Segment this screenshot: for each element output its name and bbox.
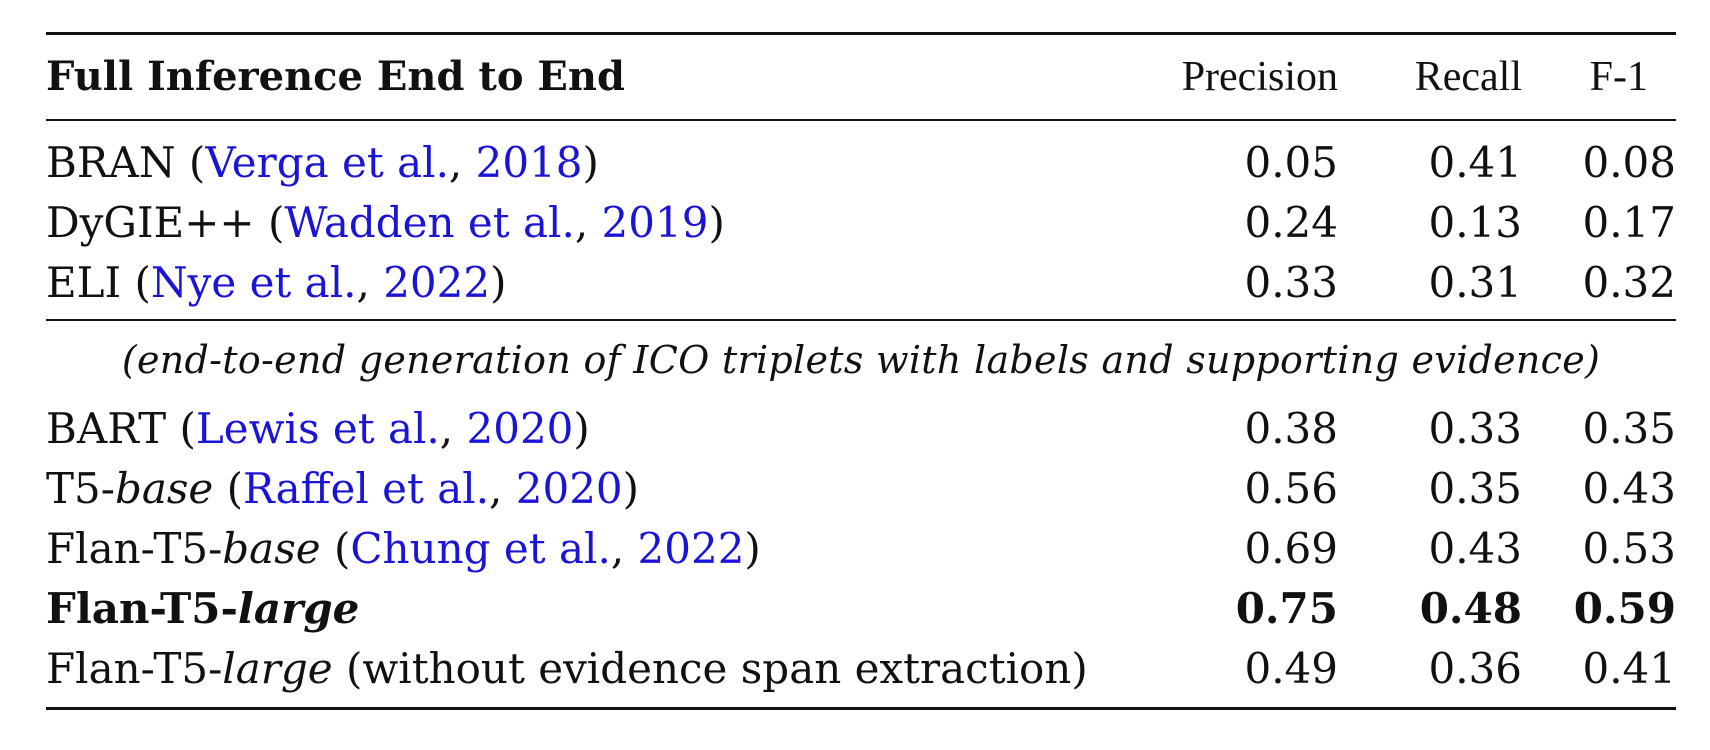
section-rule — [46, 319, 1676, 321]
model-name: Flan-T5- — [46, 524, 223, 573]
section-note: (end-to-end generation of ICO triplets w… — [121, 338, 1601, 382]
citation-year-link[interactable]: 2022 — [637, 524, 745, 573]
table-title: Full Inference End to End — [46, 53, 625, 100]
model-name: ELI — [46, 258, 122, 307]
column-header-f1: F-1 — [1589, 54, 1648, 100]
model-cell: BRAN (Verga et al., 2018) — [46, 138, 599, 187]
model-name: T5- — [46, 464, 115, 513]
model-name: BRAN — [46, 138, 176, 187]
recall-cell: 0.36 — [1428, 644, 1522, 693]
table-row: T5-base (Raffel et al., 2020) 0.56 0.35 … — [46, 459, 1676, 519]
model-name: DyGIE++ — [46, 198, 255, 247]
model-cell: ELI (Nye et al., 2022) — [46, 258, 507, 307]
citation-year-link[interactable]: 2022 — [383, 258, 491, 307]
model-cell: Flan-T5-large — [46, 588, 1138, 630]
citation-year-link[interactable]: 2018 — [475, 138, 583, 187]
f1-cell: 0.32 — [1582, 258, 1676, 307]
citation-year-link[interactable]: 2020 — [466, 404, 574, 453]
citation-link[interactable]: Lewis et al. — [195, 404, 440, 453]
model-cell: Flan-T5-base (Chung et al., 2022) — [46, 524, 761, 573]
citation-year-link[interactable]: 2020 — [515, 464, 623, 513]
precision-cell: 0.49 — [1244, 644, 1338, 693]
citation-link[interactable]: Verga et al. — [205, 138, 449, 187]
recall-cell: 0.48 — [1419, 584, 1522, 633]
f1-cell: 0.59 — [1573, 584, 1676, 633]
model-cell: BART (Lewis et al., 2020) — [46, 404, 590, 453]
precision-cell: 0.38 — [1244, 404, 1338, 453]
f1-cell: 0.41 — [1582, 644, 1676, 693]
model-variant: base — [222, 524, 321, 573]
recall-cell: 0.43 — [1428, 524, 1522, 573]
header-row: Full Inference End to End Precision Reca… — [46, 35, 1676, 119]
results-table: Full Inference End to End Precision Reca… — [46, 32, 1676, 710]
section-baselines: BRAN (Verga et al., 2018) 0.05 0.41 0.08… — [46, 121, 1676, 313]
model-cell: DyGIE++ (Wadden et al., 2019) — [46, 198, 725, 247]
citation-link[interactable]: Nye et al. — [150, 258, 357, 307]
header-rule — [46, 119, 1676, 121]
citation-link[interactable]: Chung et al. — [350, 524, 611, 573]
recall-cell: 0.31 — [1428, 258, 1522, 307]
citation-year-link[interactable]: 2019 — [601, 198, 709, 247]
precision-cell: 0.69 — [1244, 524, 1338, 573]
model-cell: T5-base (Raffel et al., 2020) — [46, 464, 640, 513]
citation-link[interactable]: Wadden et al. — [284, 198, 575, 247]
section-generation: BART (Lewis et al., 2020) 0.38 0.33 0.35… — [46, 399, 1676, 707]
precision-cell: 0.33 — [1244, 258, 1338, 307]
precision-cell: 0.56 — [1244, 464, 1338, 513]
top-rule — [46, 32, 1676, 35]
precision-cell: 0.24 — [1244, 198, 1338, 247]
table-row: BART (Lewis et al., 2020) 0.38 0.33 0.35 — [46, 399, 1676, 459]
f1-cell: 0.53 — [1582, 524, 1676, 573]
model-name: BART — [46, 404, 167, 453]
table-row-best: Flan-T5-large 0.75 0.48 0.59 — [46, 579, 1676, 639]
precision-cell: 0.05 — [1244, 138, 1338, 187]
model-variant: large — [237, 584, 360, 633]
table-row: BRAN (Verga et al., 2018) 0.05 0.41 0.08 — [46, 133, 1676, 193]
f1-cell: 0.43 — [1582, 464, 1676, 513]
bottom-rule — [46, 707, 1676, 710]
f1-cell: 0.17 — [1582, 198, 1676, 247]
model-variant: base — [114, 464, 214, 513]
table-row: Flan-T5-base (Chung et al., 2022) 0.69 0… — [46, 519, 1676, 579]
model-variant: large — [222, 644, 333, 693]
recall-cell: 0.13 — [1428, 198, 1522, 247]
citation-link[interactable]: Raffel et al. — [243, 464, 490, 513]
column-header-precision: Precision — [1181, 54, 1338, 100]
model-name: Flan-T5- — [46, 584, 238, 633]
model-name: Flan-T5- — [46, 644, 223, 693]
recall-cell: 0.35 — [1428, 464, 1522, 513]
f1-cell: 0.35 — [1582, 404, 1676, 453]
recall-cell: 0.41 — [1428, 138, 1522, 187]
table-row: ELI (Nye et al., 2022) 0.33 0.31 0.32 — [46, 253, 1676, 313]
model-cell: Flan-T5-large (without evidence span ext… — [46, 648, 1138, 690]
table-row: DyGIE++ (Wadden et al., 2019) 0.24 0.13 … — [46, 193, 1676, 253]
precision-cell: 0.75 — [1235, 584, 1338, 633]
model-note: (without evidence span extraction) — [345, 644, 1088, 693]
f1-cell: 0.08 — [1582, 138, 1676, 187]
column-header-recall: Recall — [1414, 54, 1522, 100]
recall-cell: 0.33 — [1428, 404, 1522, 453]
table-row: Flan-T5-large (without evidence span ext… — [46, 639, 1676, 699]
